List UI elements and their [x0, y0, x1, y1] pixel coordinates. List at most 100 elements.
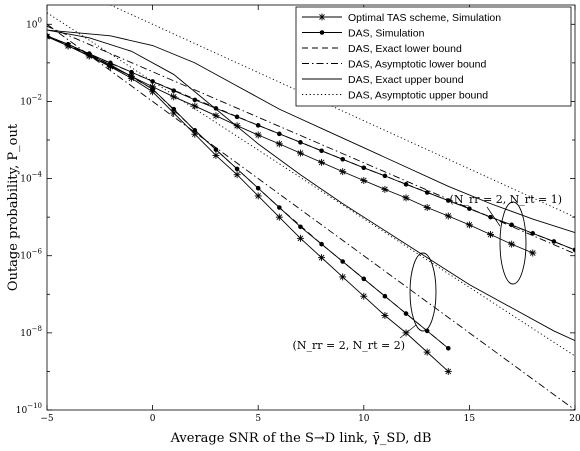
star-marker-stroke [445, 213, 452, 219]
x-tick-label: 20 [569, 414, 580, 424]
series-8-dashed-line [47, 35, 449, 349]
series-4-solid-line [47, 29, 575, 233]
series-10-solid-line [47, 29, 575, 341]
star-marker [170, 93, 178, 101]
star-marker-stroke [508, 241, 515, 247]
y-tick-label: 10−8 [20, 325, 42, 339]
star-marker-stroke [213, 152, 219, 159]
star-marker-stroke [255, 132, 262, 138]
star-marker [318, 158, 326, 166]
star-marker [465, 221, 473, 229]
series-11-dotted-line [47, 12, 575, 357]
y-tick-label-base: 10 [26, 20, 38, 30]
legend-dot-marker [319, 30, 325, 35]
annotation-leader-nrt1 [486, 206, 501, 227]
legend: Optimal TAS scheme, Simulation DAS, Simul… [295, 6, 572, 107]
star-marker-stroke [529, 250, 536, 256]
dot-marker [319, 241, 324, 247]
star-marker [402, 194, 410, 202]
star-marker-stroke [170, 93, 177, 100]
x-tick-label: 15 [464, 414, 476, 424]
dot-marker [171, 88, 177, 93]
star-marker [233, 171, 241, 179]
y-tick-label: 10−10 [16, 402, 42, 416]
y-tick-label-base: 10 [20, 329, 32, 339]
series-5-dotted-line [110, 5, 575, 218]
star-marker [212, 151, 220, 159]
star-marker [191, 102, 199, 110]
star-marker-stroke [255, 193, 262, 199]
star-marker-stroke [276, 141, 283, 147]
star-marker [381, 312, 389, 319]
star-marker [423, 204, 431, 211]
y-tick-label: 10−6 [20, 248, 42, 262]
legend-box [295, 6, 572, 107]
dot-marker [403, 182, 409, 187]
star-marker-stroke [339, 274, 346, 280]
star-marker-stroke [192, 103, 198, 109]
dot-marker [65, 42, 71, 47]
dot-marker [319, 148, 324, 154]
dot-marker [86, 52, 92, 57]
dot-marker [108, 62, 113, 68]
star-marker-stroke [297, 150, 304, 156]
star-marker [339, 273, 347, 281]
star-marker-stroke [339, 168, 346, 175]
legend-label: Optimal TAS scheme, Simulation [348, 12, 501, 24]
y-axis-label: Outage probability, P_out [6, 123, 21, 291]
star-marker [529, 249, 537, 257]
y-tick-label-base: 10 [16, 406, 28, 416]
series-6-solid-line [47, 36, 449, 372]
star-marker-stroke [403, 195, 409, 201]
star-marker [444, 367, 452, 375]
star-marker-stroke [382, 312, 388, 319]
y-tick-label-exponent: −10 [27, 402, 42, 410]
legend-label: DAS, Exact upper bound [348, 74, 464, 86]
y-tick-label-exponent: −2 [32, 93, 42, 101]
axes: −5 0 5 10 15 2010−1010−810−610−410−2100Averag… [6, 4, 580, 446]
star-marker [360, 177, 368, 184]
star-marker [381, 185, 389, 193]
star-marker-stroke [318, 254, 325, 261]
star-marker [296, 149, 304, 157]
y-tick-label: 10−2 [20, 93, 42, 107]
star-marker-stroke [297, 235, 304, 242]
star-marker [423, 348, 431, 356]
star-marker-stroke [276, 214, 283, 220]
star-marker-stroke [213, 112, 219, 119]
dot-marker [298, 224, 303, 230]
star-marker [339, 168, 347, 176]
annotation-nrt2: (N_rr = 2, N_rt = 2) [293, 339, 405, 352]
star-marker [508, 240, 516, 248]
star-marker-stroke [487, 231, 494, 238]
star-marker [275, 213, 283, 221]
star-marker [444, 212, 452, 220]
y-tick-label: 100 [26, 16, 42, 30]
y-tick-label-exponent: −8 [32, 325, 42, 333]
star-marker-stroke [319, 14, 325, 20]
y-tick-label-base: 10 [20, 97, 32, 107]
star-marker [212, 112, 220, 120]
dot-marker [255, 123, 261, 128]
legend-label: DAS, Exact lower bound [348, 43, 462, 55]
star-marker-stroke [466, 222, 473, 228]
star-marker-stroke [360, 177, 367, 184]
star-marker-stroke [424, 349, 430, 355]
annotations: (N_rr = 2, N_rt = 1) (N_rr = 2, N_rt = 2) [293, 193, 562, 352]
star-marker-stroke [192, 131, 198, 138]
star-marker-stroke [234, 171, 240, 178]
y-tick-label-exponent: −4 [32, 171, 43, 179]
star-marker [254, 131, 262, 139]
y-tick-label-exponent: 0 [38, 16, 42, 24]
group-ellipse-nrt2 [409, 252, 437, 332]
star-marker [275, 140, 283, 148]
star-marker-stroke [318, 159, 325, 166]
y-tick-label-exponent: −6 [32, 248, 43, 256]
dot-marker [234, 114, 240, 120]
star-marker [360, 292, 368, 300]
star-marker-stroke [424, 204, 430, 211]
star-marker-stroke [234, 122, 240, 129]
star-marker [254, 192, 262, 200]
